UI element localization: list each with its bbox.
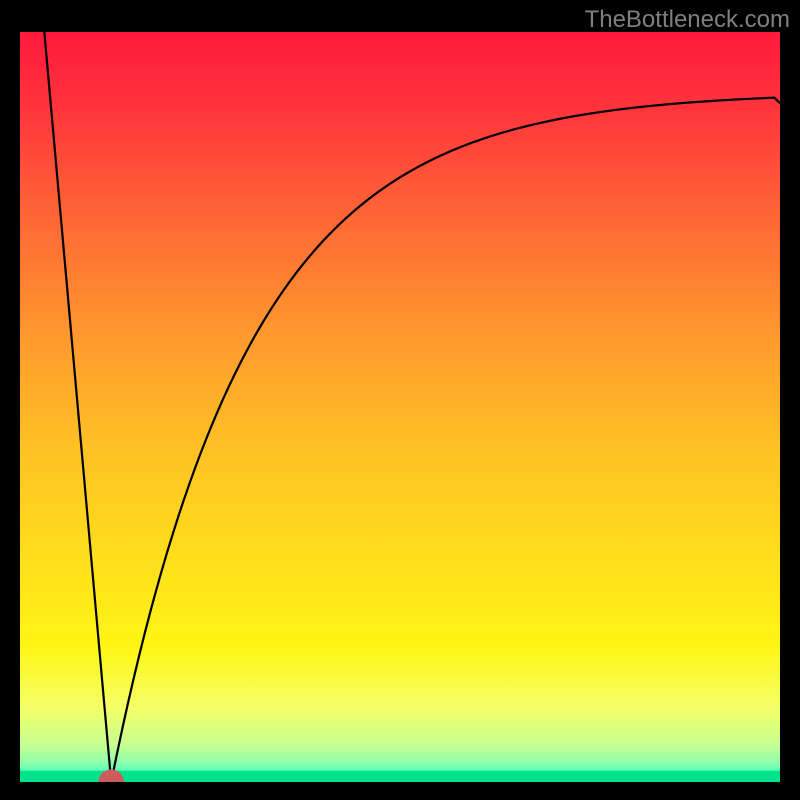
plot-background — [20, 32, 780, 782]
watermark-text: TheBottleneck.com — [585, 6, 790, 34]
chart-frame: TheBottleneck.com — [0, 0, 800, 800]
green-baseline-bar — [20, 771, 780, 782]
plot-svg — [20, 32, 780, 782]
plot-area — [20, 32, 780, 782]
